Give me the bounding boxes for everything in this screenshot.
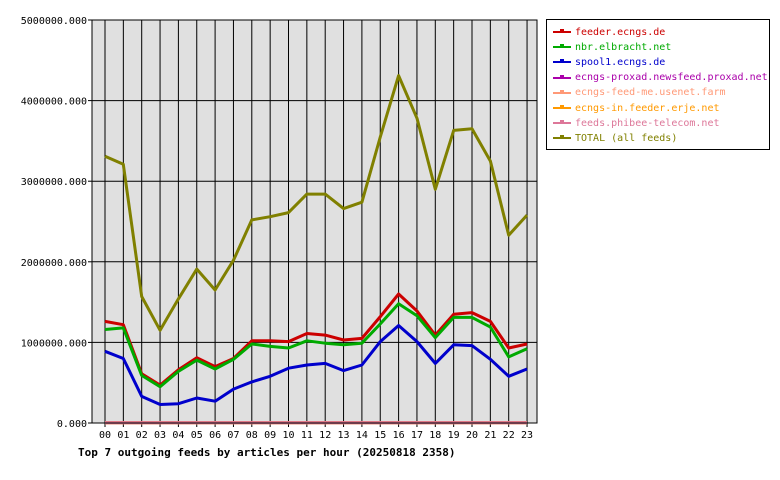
y-tick-label: 3000000.000	[21, 177, 87, 188]
x-tick-label: 15	[374, 430, 386, 441]
x-tick-label: 02	[136, 430, 148, 441]
legend-label: ecngs-in.feeder.erje.net	[575, 102, 720, 114]
series-line-spool1-ecngs-de	[104, 324, 528, 406]
plot-background	[92, 20, 537, 423]
series-line-total-all-feeds-	[104, 74, 529, 332]
legend-swatch	[553, 105, 571, 109]
x-tick-label: 07	[227, 430, 239, 441]
legend-label: feeds.phibee-telecom.net	[575, 117, 720, 129]
y-tick-label: 4000000.000	[21, 97, 87, 108]
legend-label: nbr.elbracht.net	[575, 41, 672, 53]
legend: feeder.ecngs.de nbr.elbracht.net spool1.ec…	[546, 19, 770, 150]
plot-border	[91, 19, 538, 424]
legend-item: TOTAL (all feeds)	[553, 131, 677, 145]
x-tick-label: 10	[282, 430, 294, 441]
x-tick-label: 13	[338, 430, 350, 441]
x-tick-label: 03	[154, 430, 166, 441]
x-tick-label: 18	[429, 430, 441, 441]
legend-label: feeder.ecngs.de	[575, 26, 666, 38]
legend-item: nbr.elbracht.net	[553, 40, 671, 54]
x-tick-label: 20	[466, 430, 478, 441]
legend-label: spool1.ecngs.de	[575, 56, 666, 68]
x-tick-label: 14	[356, 430, 368, 441]
legend-label: ecngs-feed-me.usenet.farm	[575, 87, 726, 99]
chart-title: Top 7 outgoing feeds by articles per hou…	[78, 446, 456, 459]
legend-item: ecngs-in.feeder.erje.net	[553, 101, 720, 115]
legend-swatch	[553, 89, 571, 94]
legend-label: ecngs-proxad.newsfeed.proxad.net	[575, 72, 768, 84]
legend-item: ecngs-feed-me.usenet.farm	[553, 86, 726, 100]
legend-swatch	[553, 135, 571, 140]
legend-swatch	[553, 59, 571, 64]
y-tick-label: 1000000.000	[21, 338, 87, 349]
x-axis: 00 01 02 03 04 05 06 07 08 09 10 11 12 13 14 15 16 17 18 19…	[99, 423, 533, 441]
series-line-nbr-elbracht-net	[104, 302, 528, 389]
legend-label: TOTAL (all feeds)	[575, 132, 678, 144]
legend-swatch	[553, 44, 571, 49]
x-tick-label: 00	[99, 430, 111, 441]
x-tick-label: 17	[411, 430, 423, 441]
x-tick-label: 05	[191, 430, 203, 441]
legend-item: ecngs-proxad.newsfeed.proxad.net	[553, 71, 768, 85]
legend-swatch	[553, 74, 571, 79]
y-axis: 0.000 1000000.000 2000000.000 3000000.000 40…	[21, 16, 92, 430]
x-tick-label: 22	[503, 430, 515, 441]
legend-item: feeder.ecngs.de	[553, 25, 665, 39]
legend-swatch	[553, 120, 571, 125]
x-tick-label: 23	[521, 430, 533, 441]
x-tick-label: 11	[301, 430, 313, 441]
legend-item: spool1.ecngs.de	[553, 55, 665, 69]
x-tick-label: 16	[393, 430, 405, 441]
x-tick-label: 01	[117, 430, 129, 441]
x-tick-label: 09	[264, 430, 276, 441]
x-tick-label: 06	[209, 430, 221, 441]
x-tick-label: 04	[172, 430, 184, 441]
legend-swatch	[553, 29, 571, 33]
y-tick-label: 5000000.000	[21, 16, 87, 27]
x-tick-label: 21	[484, 430, 496, 441]
x-tick-label: 08	[246, 430, 258, 441]
y-tick-label: 2000000.000	[21, 258, 87, 269]
x-tick-label: 12	[319, 430, 331, 441]
y-tick-label: 0.000	[57, 419, 87, 430]
legend-item: feeds.phibee-telecom.net	[553, 116, 720, 130]
x-tick-label: 19	[448, 430, 460, 441]
